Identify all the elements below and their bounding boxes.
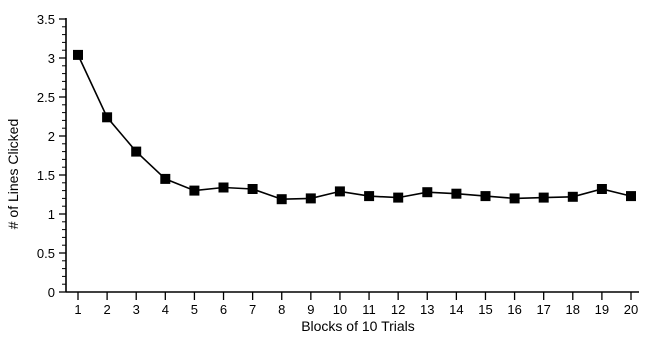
y-axis-title: # of Lines Clicked bbox=[5, 119, 21, 230]
data-point-marker bbox=[276, 194, 287, 205]
data-point-marker bbox=[73, 49, 83, 60]
x-tick-label: 7 bbox=[249, 302, 256, 317]
data-point-marker bbox=[247, 184, 258, 194]
data-point-marker bbox=[334, 186, 345, 197]
x-axis-title: Blocks of 10 Trials bbox=[301, 318, 415, 334]
x-tick-label: 10 bbox=[333, 302, 347, 317]
x-tick-label: 19 bbox=[595, 302, 609, 317]
x-tick-label: 16 bbox=[507, 302, 521, 317]
y-tick-label: 2.5 bbox=[37, 90, 55, 105]
y-tick-label: 2 bbox=[48, 129, 55, 144]
x-tick-label: 14 bbox=[449, 302, 463, 317]
y-axis-ticks: 0 0.5 1 1.5 2 2.5 3 3.5 bbox=[37, 12, 66, 300]
x-axis-ticks: 1 2 3 4 5 6 7 8 9 10 11 12 13 14 15 16 17 18 19 20 bbox=[74, 292, 638, 317]
data-point-marker bbox=[480, 191, 491, 202]
data-point-marker bbox=[451, 188, 462, 199]
x-tick-label: 2 bbox=[103, 302, 110, 317]
y-tick-label: 0.5 bbox=[37, 246, 55, 261]
data-point-marker bbox=[364, 191, 375, 202]
y-tick-label: 3 bbox=[48, 51, 55, 66]
y-tick-label: 0 bbox=[48, 285, 55, 300]
x-tick-label: 4 bbox=[162, 302, 169, 317]
x-tick-label: 18 bbox=[566, 302, 580, 317]
data-point-marker bbox=[422, 187, 433, 198]
data-point-marker bbox=[102, 112, 113, 123]
x-tick-label: 12 bbox=[391, 302, 405, 317]
x-tick-label: 13 bbox=[420, 302, 434, 317]
y-tick-label: 1.5 bbox=[37, 168, 55, 183]
data-point-marker bbox=[160, 173, 171, 184]
x-tick-label: 17 bbox=[536, 302, 550, 317]
data-point-marker bbox=[596, 184, 607, 194]
x-tick-label: 5 bbox=[191, 302, 198, 317]
x-tick-label: 11 bbox=[362, 302, 376, 317]
y-tick-label: 1 bbox=[48, 207, 55, 222]
data-point-marker bbox=[567, 191, 578, 202]
data-point-marker bbox=[509, 193, 520, 204]
data-point-marker bbox=[218, 182, 229, 193]
axes bbox=[65, 18, 639, 293]
series bbox=[73, 49, 636, 205]
y-tick-label: 3.5 bbox=[37, 12, 55, 27]
data-point-marker bbox=[305, 193, 316, 204]
x-tick-label: 8 bbox=[278, 302, 285, 317]
data-point-marker bbox=[538, 192, 549, 203]
x-tick-label: 9 bbox=[307, 302, 314, 317]
data-point-marker bbox=[393, 192, 404, 203]
data-point-marker bbox=[131, 146, 142, 157]
x-tick-label: 15 bbox=[478, 302, 492, 317]
x-tick-label: 3 bbox=[133, 302, 140, 317]
data-point-marker bbox=[189, 185, 200, 196]
x-tick-label: 6 bbox=[220, 302, 227, 317]
x-tick-label: 1 bbox=[74, 302, 81, 317]
data-point-marker bbox=[626, 191, 636, 202]
x-tick-label: 20 bbox=[624, 302, 638, 317]
